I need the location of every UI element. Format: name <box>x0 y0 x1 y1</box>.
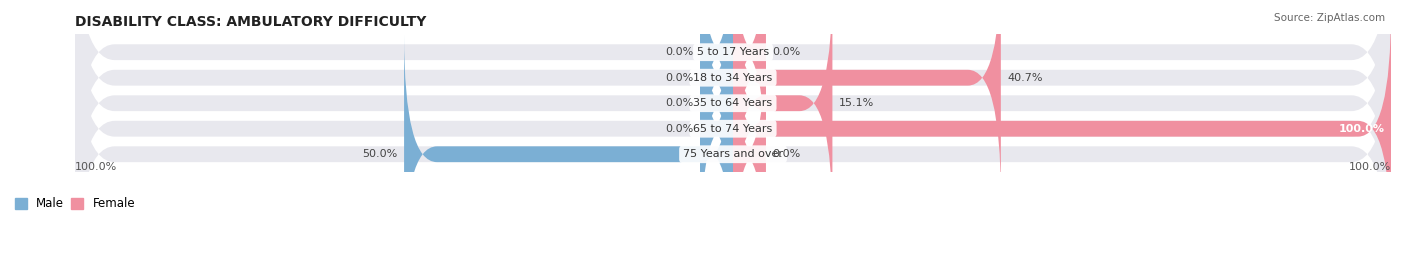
Text: DISABILITY CLASS: AMBULATORY DIFFICULTY: DISABILITY CLASS: AMBULATORY DIFFICULTY <box>75 15 426 29</box>
FancyBboxPatch shape <box>733 0 766 172</box>
FancyBboxPatch shape <box>700 9 733 248</box>
Text: 35 to 64 Years: 35 to 64 Years <box>693 98 773 108</box>
Text: 0.0%: 0.0% <box>772 47 801 57</box>
Text: 0.0%: 0.0% <box>772 149 801 159</box>
FancyBboxPatch shape <box>404 35 733 269</box>
Text: 40.7%: 40.7% <box>1008 73 1043 83</box>
Text: 100.0%: 100.0% <box>1348 162 1391 172</box>
Text: 0.0%: 0.0% <box>665 73 693 83</box>
Legend: Male, Female: Male, Female <box>15 197 135 210</box>
FancyBboxPatch shape <box>700 0 733 172</box>
Text: 65 to 74 Years: 65 to 74 Years <box>693 124 773 134</box>
FancyBboxPatch shape <box>700 0 733 197</box>
FancyBboxPatch shape <box>75 0 1391 248</box>
Text: 50.0%: 50.0% <box>363 149 398 159</box>
Text: 0.0%: 0.0% <box>665 47 693 57</box>
Text: 100.0%: 100.0% <box>1339 124 1385 134</box>
FancyBboxPatch shape <box>75 0 1391 269</box>
Text: 0.0%: 0.0% <box>665 98 693 108</box>
FancyBboxPatch shape <box>733 35 766 269</box>
FancyBboxPatch shape <box>75 0 1391 223</box>
FancyBboxPatch shape <box>700 0 733 223</box>
Text: 18 to 34 Years: 18 to 34 Years <box>693 73 773 83</box>
Text: 75 Years and over: 75 Years and over <box>683 149 783 159</box>
Text: Source: ZipAtlas.com: Source: ZipAtlas.com <box>1274 13 1385 23</box>
FancyBboxPatch shape <box>733 9 1391 248</box>
FancyBboxPatch shape <box>75 9 1391 269</box>
FancyBboxPatch shape <box>733 0 1001 197</box>
Text: 5 to 17 Years: 5 to 17 Years <box>697 47 769 57</box>
Text: 0.0%: 0.0% <box>665 124 693 134</box>
FancyBboxPatch shape <box>733 0 832 223</box>
Text: 100.0%: 100.0% <box>75 162 117 172</box>
Text: 15.1%: 15.1% <box>839 98 875 108</box>
FancyBboxPatch shape <box>75 0 1391 197</box>
